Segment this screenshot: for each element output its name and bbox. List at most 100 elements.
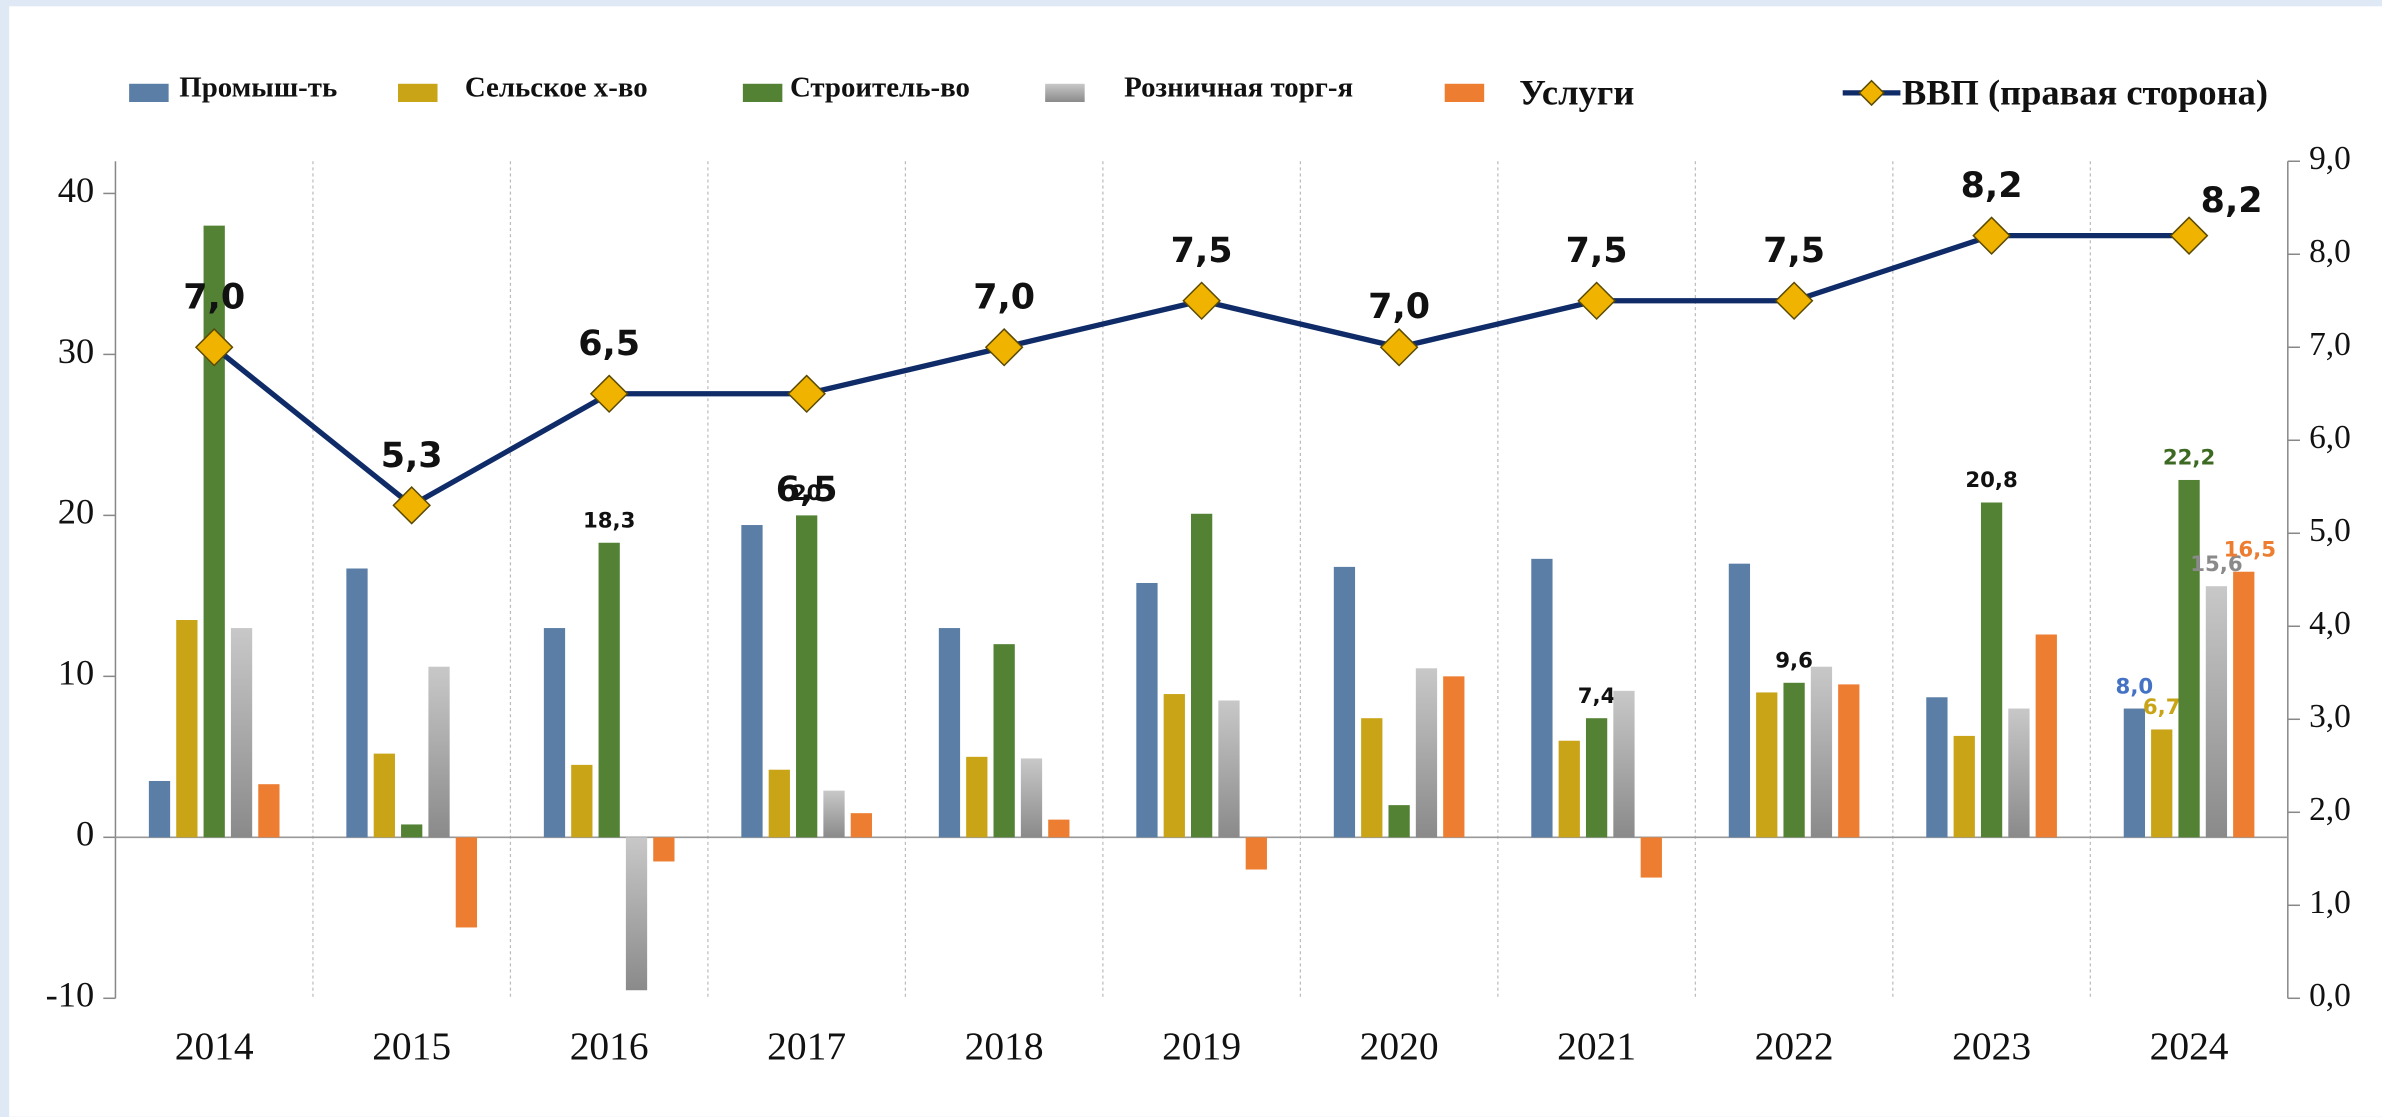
bar	[258, 784, 280, 838]
y-tick-label: 20	[58, 492, 94, 532]
data-label: 20,8	[1965, 468, 2017, 493]
bar	[1191, 513, 1213, 838]
bar	[1756, 692, 1778, 838]
line-marker	[984, 327, 1024, 367]
bar	[2008, 708, 2030, 838]
y2-tick-label: 8,0	[2309, 233, 2351, 270]
legend-swatch	[398, 83, 438, 103]
bar	[598, 542, 620, 838]
bar	[1810, 666, 1833, 838]
line-marker	[194, 327, 234, 367]
line-data-label: 7,5	[1763, 231, 1825, 271]
bar	[1531, 558, 1553, 838]
y-tick-label: 40	[58, 170, 94, 210]
line-data-label: 7,0	[973, 278, 1035, 318]
y2-tick-label: 9,0	[2309, 140, 2351, 177]
bar	[768, 769, 790, 838]
x-tick-label: 2020	[1360, 1024, 1439, 1068]
bar	[543, 628, 566, 838]
bar	[2123, 708, 2146, 838]
bar	[1926, 697, 1948, 838]
legend-swatch	[742, 83, 783, 103]
bar	[966, 756, 988, 838]
y2-tick-label: 1,0	[2309, 884, 2351, 921]
line-data-label: 7,5	[1171, 231, 1233, 271]
legend-swatch	[129, 83, 169, 103]
line-marker	[2169, 216, 2209, 255]
bar	[625, 837, 648, 991]
bar	[2205, 586, 2228, 838]
bar	[1245, 837, 1267, 870]
x-tick-label: 2018	[965, 1024, 1044, 1068]
bar	[1980, 502, 2003, 838]
bar	[455, 837, 478, 928]
data-label: 16,5	[2224, 537, 2276, 562]
bar	[401, 824, 423, 838]
legend-label: ВВП (правая сторона)	[1902, 72, 2268, 112]
y-tick-label: 0	[76, 814, 94, 854]
x-tick-label: 2017	[767, 1024, 846, 1068]
data-label: 9,6	[1775, 649, 1813, 674]
bar	[2233, 571, 2255, 838]
line-data-label: 8,2	[1961, 166, 2023, 206]
bar	[1783, 682, 1805, 838]
line-marker	[1182, 281, 1221, 321]
bar	[1361, 718, 1383, 838]
legend-label: Строитель-во	[790, 71, 970, 103]
bar	[653, 837, 675, 862]
data-label: 18,3	[583, 508, 635, 533]
x-tick-label: 2021	[1557, 1024, 1636, 1068]
line-marker	[589, 374, 629, 414]
y2-tick-label: 7,0	[2309, 326, 2351, 363]
bar	[1333, 566, 1356, 838]
bar	[1163, 694, 1185, 838]
bar	[1388, 805, 1410, 838]
bar	[1218, 700, 1240, 838]
line-data-label: 8,2	[2201, 181, 2263, 221]
line-marker	[1774, 281, 1814, 321]
bar	[1640, 837, 1662, 878]
bar	[741, 525, 763, 838]
bar	[571, 764, 593, 838]
line-marker	[1379, 327, 1419, 367]
bar	[1585, 718, 1608, 838]
legend-marker	[1858, 79, 1885, 107]
bar	[428, 666, 450, 838]
y2-tick-label: 0,0	[2309, 977, 2351, 1014]
bar	[823, 790, 845, 838]
bar	[993, 644, 1015, 838]
bar	[1728, 563, 1751, 838]
y2-tick-label: 2,0	[2309, 791, 2351, 828]
bar	[2035, 634, 2057, 838]
bar	[373, 753, 395, 838]
bar	[850, 813, 872, 838]
data-label: 7,4	[1578, 684, 1616, 709]
legend-label: Промыш-ть	[179, 71, 337, 103]
data-label: 20	[792, 481, 822, 506]
x-tick-label: 2023	[1952, 1024, 2031, 1068]
bar	[2178, 479, 2200, 838]
y-tick-label: 30	[58, 331, 94, 371]
bar	[796, 515, 818, 838]
x-tick-label: 2019	[1162, 1024, 1241, 1068]
bar	[230, 628, 253, 838]
bar	[1838, 684, 1860, 838]
data-label: 8,0	[2116, 674, 2154, 699]
legend-label: Сельское х-во	[465, 71, 648, 103]
line-data-label: 7,0	[183, 278, 245, 318]
bar	[176, 620, 198, 838]
line-data-label: 5,3	[381, 436, 443, 476]
line-data-label: 6,5	[578, 324, 640, 364]
bar	[1953, 735, 1975, 838]
bar	[346, 568, 368, 838]
bar	[203, 225, 225, 838]
bar	[938, 628, 961, 838]
y-tick-label: 10	[58, 653, 94, 693]
y2-tick-label: 3,0	[2309, 698, 2351, 735]
line-marker	[1972, 216, 2011, 255]
bar	[1136, 582, 1158, 838]
x-tick-label: 2024	[2150, 1024, 2229, 1068]
line-marker	[1577, 281, 1616, 321]
